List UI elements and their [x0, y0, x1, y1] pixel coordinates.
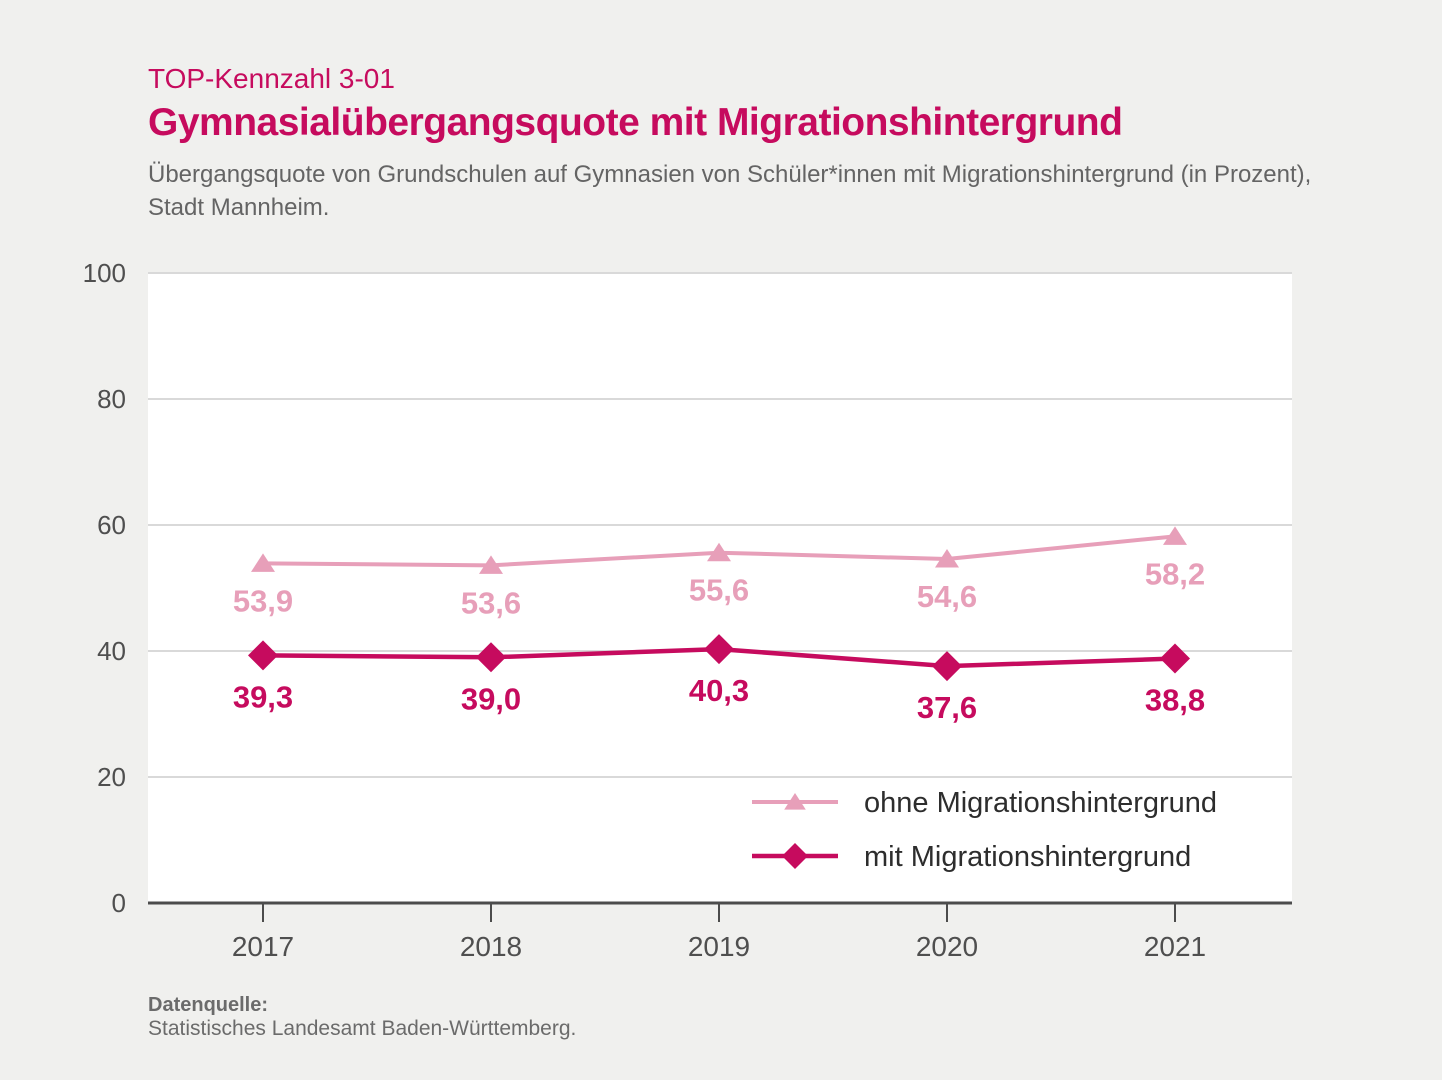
page-subtitle: Übergangsquote von Grundschulen auf Gymn… [148, 161, 1312, 221]
y-axis-label: 0 [112, 888, 126, 918]
data-label: 37,6 [917, 690, 977, 725]
x-axis-label: 2021 [1144, 931, 1206, 962]
data-label: 55,6 [689, 573, 749, 608]
y-axis-label: 20 [97, 762, 126, 792]
diamond-marker [248, 640, 278, 671]
data-label: 58,2 [1145, 556, 1205, 591]
data-source: Datenquelle: Statistisches Landesamt Bad… [148, 993, 576, 1041]
triangle-marker [251, 553, 275, 572]
x-axis-label: 2017 [232, 931, 294, 962]
diamond-marker [704, 634, 734, 665]
diamond-marker [1160, 643, 1190, 674]
data-source-label: Datenquelle: [148, 994, 269, 1016]
triangle-marker [479, 555, 503, 574]
y-axis-label: 80 [97, 384, 126, 414]
data-source-text: Statistisches Landesamt Baden-Württember… [148, 1017, 577, 1040]
data-label: 53,9 [233, 583, 293, 618]
triangle-marker [935, 549, 959, 568]
plot-area [148, 273, 1292, 903]
y-axis-label: 100 [83, 258, 126, 288]
legend-triangle-marker [784, 793, 806, 810]
data-label: 40,3 [689, 673, 749, 708]
data-label: 54,6 [917, 579, 977, 614]
x-axis-label: 2020 [916, 931, 978, 962]
triangle-marker [707, 542, 731, 562]
x-axis-label: 2019 [688, 931, 750, 962]
data-label: 53,6 [461, 585, 521, 620]
diamond-marker [476, 642, 506, 673]
data-label: 39,0 [461, 681, 521, 716]
diamond-marker [932, 651, 962, 682]
data-label: 39,3 [233, 679, 293, 714]
triangle-marker [1163, 526, 1187, 545]
y-axis-label: 60 [97, 510, 126, 540]
legend-diamond-marker [782, 843, 808, 869]
data-label: 38,8 [1145, 683, 1205, 718]
legend-label: mit Migrationshintergrund [864, 841, 1191, 873]
page-title: Gymnasialübergangsquote mit Migrationshi… [148, 101, 1123, 144]
y-axis-label: 40 [97, 636, 126, 666]
x-axis-label: 2018 [460, 931, 522, 962]
legend-label: ohne Migrationshintergrund [864, 787, 1217, 819]
kicker: TOP-Kennzahl 3-01 [148, 63, 395, 94]
